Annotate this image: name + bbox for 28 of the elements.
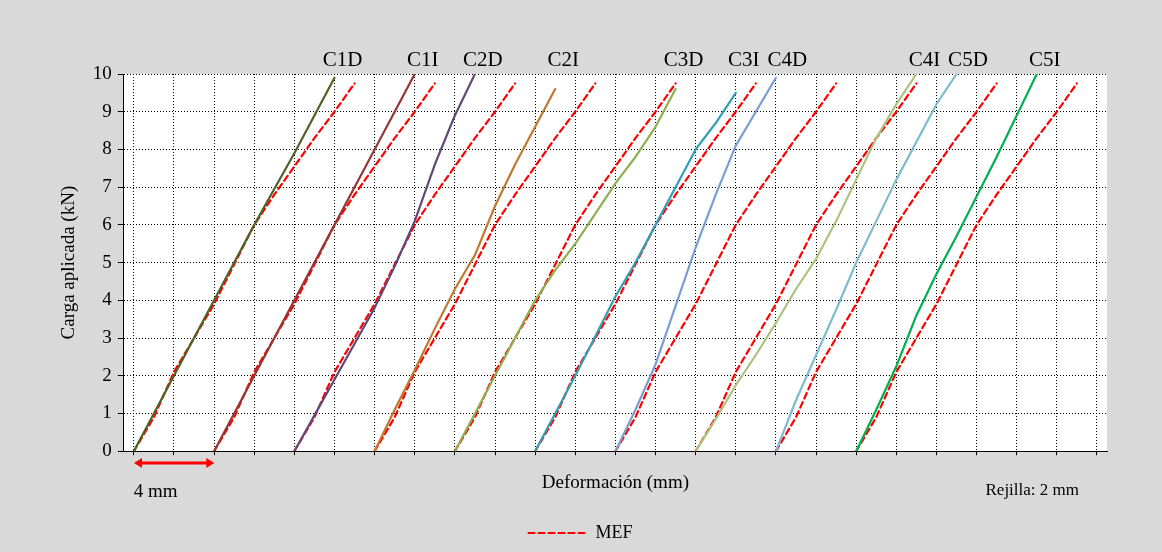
line-series — [774, 82, 998, 452]
series-label: C1I — [407, 47, 439, 71]
series-label: C4D — [767, 47, 808, 71]
y-tick-label: 8 — [102, 137, 112, 159]
series-label: C4I — [908, 47, 941, 71]
y-axis-title: Carga aplicada (kN) — [57, 185, 80, 340]
series-label: C2I — [547, 47, 579, 71]
y-tick-label: 9 — [102, 99, 112, 121]
y-tick-label: 5 — [102, 250, 112, 272]
text: Rejilla: 2 mm — [985, 480, 1079, 500]
y-tick-label: 0 — [102, 439, 112, 461]
y-tick-label: 3 — [102, 326, 112, 348]
y-tick-label: 2 — [102, 363, 112, 385]
y-tick-label: 6 — [102, 212, 112, 234]
line-series — [614, 82, 838, 452]
series-label: C5I — [1029, 47, 1061, 71]
series-label: C3I — [728, 47, 760, 71]
y-tick-label: 4 — [102, 288, 113, 310]
series-label: C5D — [948, 47, 988, 71]
y-tick-label: 7 — [102, 175, 112, 197]
x-axis-title: Deformación (mm) — [541, 470, 689, 493]
legend-label: MEF — [595, 521, 633, 542]
y-tick-label: 10 — [92, 61, 112, 83]
y-tick-label: 1 — [102, 401, 112, 423]
text: 4 mm — [133, 480, 178, 502]
series-label: C1D — [322, 47, 363, 71]
series-label: C2D — [463, 47, 503, 71]
series-label: C3D — [663, 47, 704, 71]
